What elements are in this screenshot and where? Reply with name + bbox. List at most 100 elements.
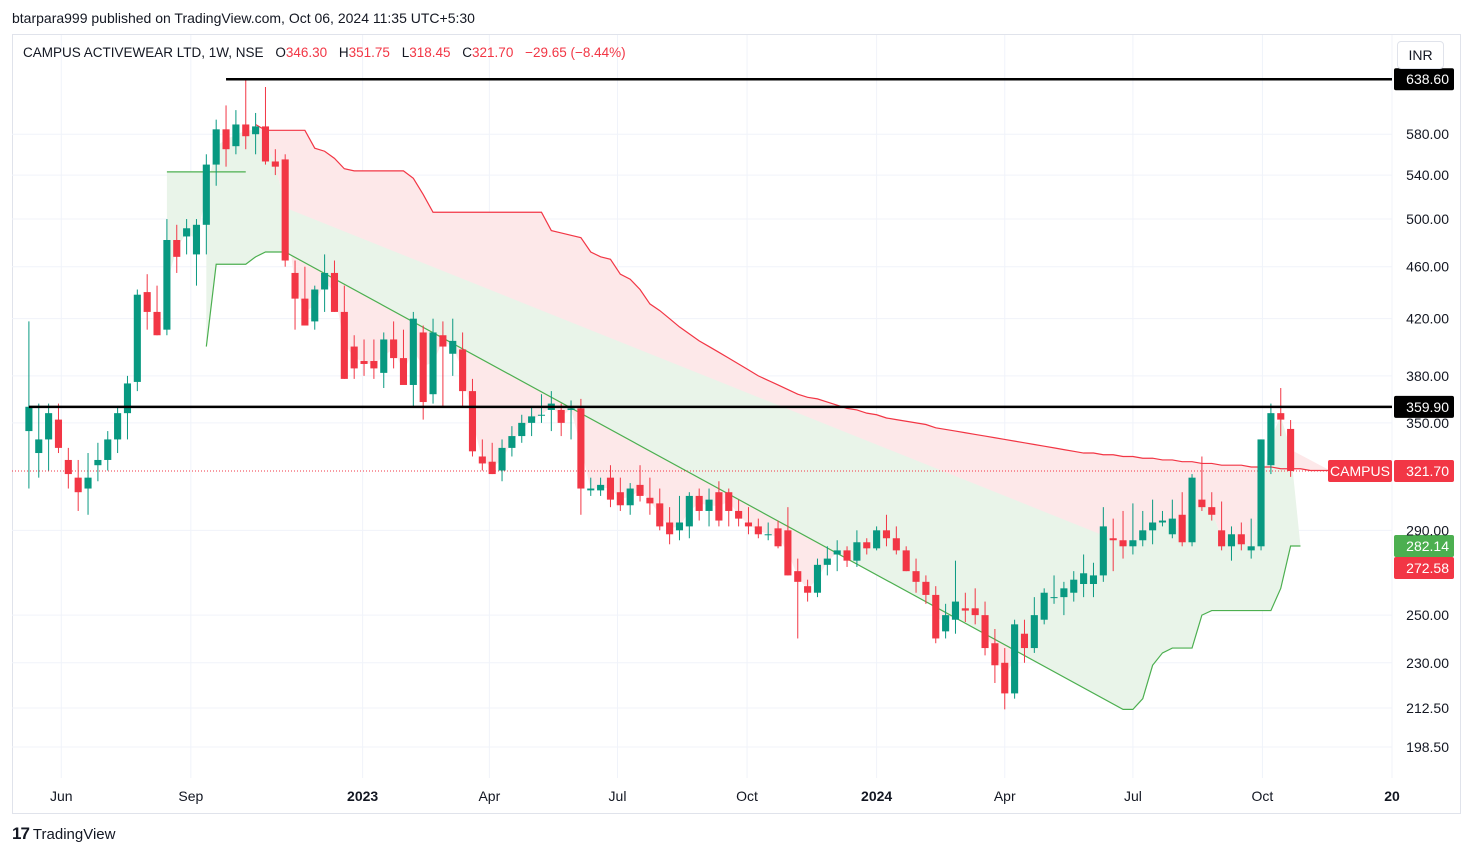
candle-body — [321, 272, 329, 290]
candle — [25, 321, 33, 489]
candle-body — [360, 361, 368, 364]
candle — [813, 558, 822, 598]
candle-body — [1158, 520, 1167, 523]
candle — [606, 465, 615, 508]
candle-body — [804, 586, 812, 593]
candle — [45, 403, 53, 471]
candle-body — [183, 228, 191, 237]
candle-body — [1218, 530, 1226, 547]
candle-body — [942, 615, 950, 632]
candle-body — [951, 601, 960, 620]
candle — [133, 289, 141, 392]
candle — [873, 526, 881, 551]
supertrend-clouds — [166, 124, 1331, 710]
candle-body — [498, 447, 506, 471]
candle — [439, 321, 447, 407]
stop-label-bg — [1394, 557, 1454, 580]
candle-body — [813, 564, 822, 593]
candle — [291, 260, 299, 330]
tradingview-branding[interactable]: 17 TradingView — [12, 824, 115, 844]
candle — [1247, 518, 1255, 559]
x-tick-label: 2024 — [861, 788, 892, 804]
candle — [725, 488, 733, 527]
currency-button[interactable]: INR — [1397, 41, 1444, 69]
candle-body — [54, 419, 63, 448]
candle-body — [1060, 588, 1068, 598]
candle-body — [1099, 526, 1107, 576]
candle — [449, 318, 457, 376]
candle-body — [468, 391, 477, 452]
candle-body — [104, 439, 112, 460]
candle — [715, 481, 723, 527]
candle-body — [981, 615, 989, 649]
candle — [922, 575, 930, 604]
candle-body — [1277, 413, 1285, 420]
stop-label-bg — [1394, 535, 1454, 558]
y-tick-label: 420.00 — [1406, 311, 1449, 327]
x-tick-label: Apr — [994, 788, 1016, 804]
candle — [54, 403, 63, 454]
candle-body — [882, 530, 891, 539]
candle-body — [1188, 477, 1196, 543]
candle-body — [1287, 428, 1295, 472]
price-axis: 580.00 540.00 500.00 460.00 420.00 380.00 350.… — [1406, 126, 1449, 755]
candle — [114, 406, 122, 454]
candle — [271, 149, 279, 176]
candle — [823, 546, 831, 576]
high-value: 351.75 — [348, 45, 390, 60]
tradingview-logo-icon: 17 — [12, 824, 30, 843]
candle-body — [754, 526, 762, 535]
candle-body — [232, 124, 240, 147]
candle — [242, 79, 250, 150]
candle-body — [1178, 514, 1186, 543]
candle-body — [961, 608, 969, 611]
candle — [173, 224, 181, 273]
candle-body — [912, 571, 920, 582]
candle-body — [1040, 592, 1048, 620]
supertrend-down-line — [255, 123, 1331, 472]
candle — [399, 329, 408, 385]
candle-body — [242, 124, 250, 137]
candle-body — [192, 224, 201, 255]
candle-body — [1129, 540, 1137, 547]
candle — [833, 540, 841, 572]
supertrend-up-cloud — [206, 130, 1301, 710]
candle-body — [1227, 534, 1236, 547]
change-value: −29.65 (−8.44%) — [525, 45, 626, 60]
candle-body — [153, 311, 161, 336]
level-label: 638.60 — [1406, 71, 1449, 87]
candle-body — [439, 335, 447, 347]
candle-body — [892, 538, 900, 551]
candle — [754, 518, 762, 539]
symbol-tag: CAMPUS — [1330, 463, 1390, 479]
candle — [459, 332, 467, 407]
candle — [557, 403, 565, 437]
candle — [340, 285, 348, 379]
candle-body — [301, 298, 309, 326]
symbol-legend: CAMPUS ACTIVEWEAR LTD, 1W, NSE O346.30 H… — [23, 45, 626, 60]
candle-body — [675, 522, 684, 531]
candle — [1198, 456, 1206, 511]
candle — [222, 105, 230, 167]
candle — [1001, 648, 1009, 710]
candle-body — [843, 550, 851, 561]
y-tick-label: 350.00 — [1406, 415, 1449, 431]
candle — [1218, 501, 1226, 551]
candle-body — [222, 129, 230, 150]
candle — [468, 378, 477, 457]
candle — [508, 426, 516, 457]
candle — [232, 110, 240, 155]
candle — [74, 459, 82, 511]
x-tick-label: 20 — [1384, 788, 1400, 804]
candle — [1070, 571, 1078, 602]
candle-body — [212, 129, 220, 165]
candle-body — [330, 272, 339, 312]
y-tick-label: 380.00 — [1406, 368, 1449, 384]
candle-body — [705, 499, 713, 511]
candle-body — [133, 294, 141, 382]
candle-body — [784, 530, 792, 576]
candle — [498, 439, 506, 482]
candle-body — [409, 318, 417, 385]
candle — [192, 219, 201, 286]
